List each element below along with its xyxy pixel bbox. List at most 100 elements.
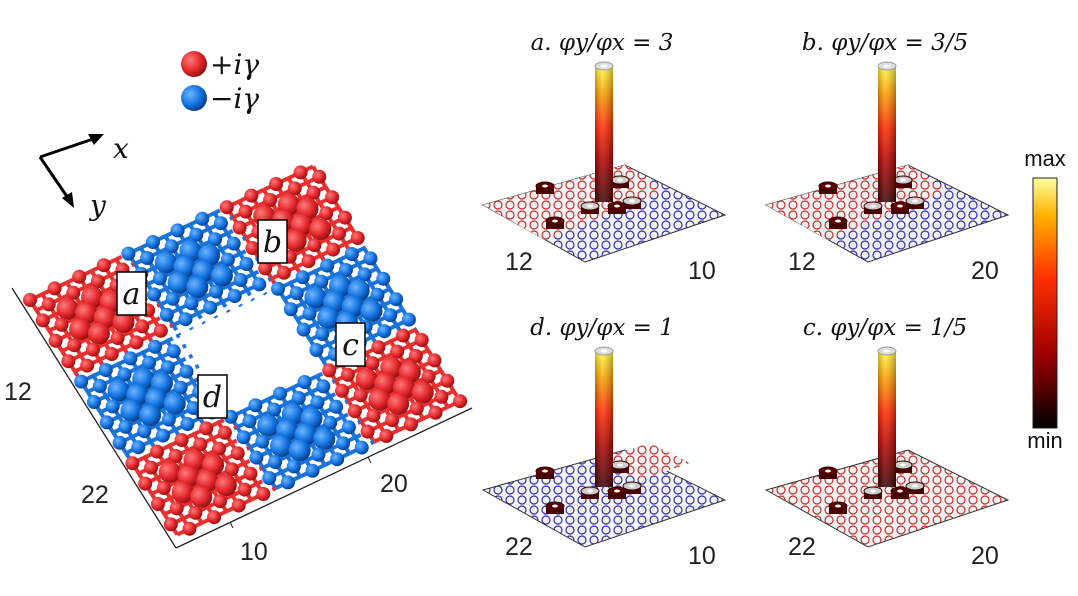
site-minus-loss xyxy=(283,302,298,317)
site-minus-loss xyxy=(296,322,311,337)
site-plus-gain xyxy=(214,474,237,497)
site-minus-loss xyxy=(311,447,326,462)
panel-y-tick: 22 xyxy=(788,533,816,561)
site-minus-loss xyxy=(401,312,416,327)
site-minus-loss xyxy=(166,344,181,359)
colorbar-min-label: min xyxy=(1027,428,1062,453)
site-plus-gain xyxy=(232,220,247,235)
site-minus-loss xyxy=(354,440,369,455)
site-minus-loss xyxy=(118,419,133,434)
site-minus-loss xyxy=(302,306,317,321)
amplitude-ring-hole xyxy=(542,469,548,473)
site-plus-gain xyxy=(434,389,449,404)
x-axis-glyph-label: x xyxy=(113,132,129,165)
site-minus-loss xyxy=(304,286,327,309)
amplitude-ring-hole xyxy=(897,489,903,493)
lattice-y-tick-12: 12 xyxy=(4,378,32,406)
site-plus-gain xyxy=(390,344,405,359)
site-plus-gain xyxy=(230,446,245,461)
site-plus-gain xyxy=(23,293,37,307)
colorbar-max-label: max xyxy=(1024,146,1066,171)
site-minus-loss xyxy=(268,455,283,469)
site-plus-gain xyxy=(350,231,365,245)
site-plus-gain xyxy=(104,347,119,361)
site-minus-loss xyxy=(249,450,264,465)
panel-y-tick: 22 xyxy=(505,533,533,561)
site-plus-gain xyxy=(287,181,302,196)
site-plus-gain xyxy=(110,331,125,345)
site-plus-gain xyxy=(326,242,341,257)
amplitude-ring-hole xyxy=(900,463,906,467)
site-minus-loss xyxy=(376,271,391,286)
lattice-bond xyxy=(196,312,206,325)
site-minus-loss xyxy=(152,271,167,286)
site-minus-loss xyxy=(273,386,287,401)
panel-title: b. φy/φx = 3/5 xyxy=(802,30,968,56)
site-plus-gain xyxy=(322,363,337,378)
site-plus-gain xyxy=(408,349,423,363)
site-plus-gain xyxy=(453,394,468,409)
site-plus-gain xyxy=(284,229,307,252)
amplitude-pillar-shade xyxy=(878,351,896,487)
site-plus-gain xyxy=(219,200,234,215)
site-plus-gain xyxy=(421,369,436,384)
site-minus-loss xyxy=(291,391,306,405)
site-minus-loss xyxy=(317,307,340,329)
legend-label-minus: −iγ xyxy=(210,82,259,115)
site-minus-loss xyxy=(314,274,329,289)
site-minus-loss xyxy=(146,235,160,249)
panel-b: b. φy/φx = 3/5 12 20 xyxy=(764,30,1010,285)
site-minus-loss xyxy=(148,339,162,354)
panel-title: a. φy/φx = 3 xyxy=(531,30,674,56)
pillar-top-hole xyxy=(600,349,608,353)
site-minus-loss xyxy=(161,412,176,427)
amplitude-ring-hole xyxy=(629,199,635,203)
site-minus-loss xyxy=(112,435,127,450)
site-plus-gain xyxy=(61,354,76,369)
site-minus-loss xyxy=(239,257,254,271)
amplitude-pillar-shade xyxy=(595,66,613,202)
site-plus-gain xyxy=(135,319,150,334)
site-minus-loss xyxy=(164,239,179,254)
site-minus-loss xyxy=(288,439,311,462)
site-minus-loss xyxy=(305,463,320,478)
site-minus-loss xyxy=(309,343,324,357)
site-minus-loss xyxy=(226,236,241,251)
amplitude-ring-hole xyxy=(552,219,558,223)
site-minus-loss xyxy=(167,271,190,294)
site-minus-loss xyxy=(316,379,331,394)
amplitude-ring-hole xyxy=(897,204,903,208)
site-plus-gain xyxy=(35,313,50,328)
site-minus-loss xyxy=(189,227,204,242)
lattice-x-axis xyxy=(175,407,473,549)
site-minus-loss xyxy=(140,251,155,265)
site-plus-gain xyxy=(144,460,159,475)
site-plus-gain xyxy=(312,169,327,184)
site-plus-gain xyxy=(306,185,321,200)
panel-x-tick: 10 xyxy=(688,542,716,570)
site-plus-gain xyxy=(151,497,165,511)
site-minus-loss xyxy=(295,270,310,285)
region-label-d: d xyxy=(197,374,228,419)
site-plus-gain xyxy=(309,218,332,241)
y-arrow-icon xyxy=(62,192,74,208)
amplitude-ring-hole xyxy=(835,504,841,508)
site-plus-gain xyxy=(244,188,259,203)
region-label-a: a xyxy=(116,271,147,316)
site-minus-loss xyxy=(210,264,233,287)
site-plus-gain xyxy=(293,165,308,180)
site-minus-loss xyxy=(370,287,385,302)
site-plus-gain xyxy=(428,405,443,420)
legend: +iγ −iγ xyxy=(181,48,259,115)
site-minus-loss xyxy=(267,402,282,417)
legend-swatch-minus xyxy=(181,85,207,111)
site-plus-gain xyxy=(54,317,69,332)
site-plus-gain xyxy=(169,501,184,516)
site-plus-gain xyxy=(47,281,62,296)
colorbar: max min xyxy=(1024,146,1066,453)
region-label-c: c xyxy=(335,322,366,367)
lattice-bond xyxy=(166,333,181,343)
x-arrow-icon xyxy=(88,134,104,145)
site-minus-loss xyxy=(137,424,152,439)
